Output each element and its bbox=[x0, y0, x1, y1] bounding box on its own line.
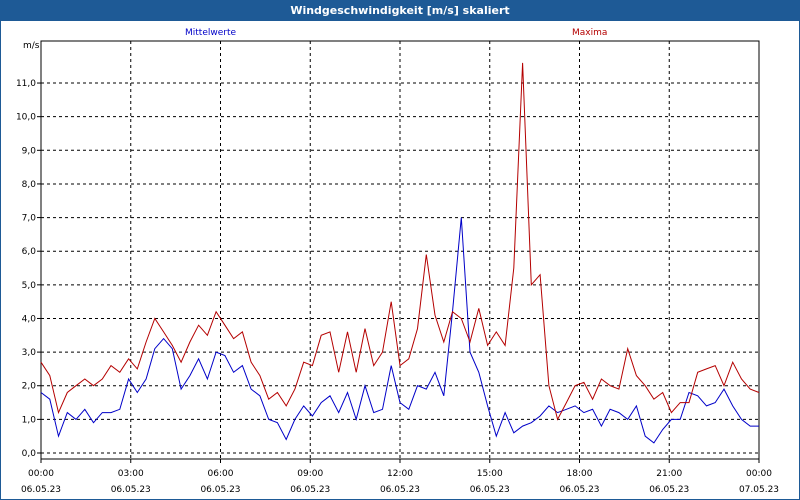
wind-speed-chart: 0,0 1,0 2,0 3,0 4,0 5,0 6,0 7,0 8,0 9,0 10,0 11,0 0… bbox=[16, 28, 779, 495]
y-tick-label: 8,0 bbox=[22, 180, 37, 190]
y-tick-label: 3,0 bbox=[22, 348, 37, 358]
x-tick-date: 07.05.23 bbox=[739, 485, 779, 495]
y-tick-label: 0,0 bbox=[22, 449, 37, 459]
chart-title: Windgeschwindigkeit [m/s] skaliert bbox=[1, 1, 799, 21]
x-tick-time: 21:00 bbox=[656, 469, 682, 479]
x-tick-time: 12:00 bbox=[387, 469, 413, 479]
x-tick-time: 09:00 bbox=[297, 469, 323, 479]
x-tick-date: 06.05.23 bbox=[559, 485, 599, 495]
x-tick-date: 06.05.23 bbox=[200, 485, 240, 495]
y-tick-label: 4,0 bbox=[22, 314, 37, 324]
legend-maxima: Maxima bbox=[572, 28, 607, 38]
x-tick-time: 00:00 bbox=[28, 469, 54, 479]
x-tick-date: 06.05.23 bbox=[380, 485, 420, 495]
grid-lines bbox=[41, 41, 759, 459]
y-tick-label: 10,0 bbox=[16, 113, 36, 123]
x-tick-time: 15:00 bbox=[477, 469, 503, 479]
x-tick-time: 00:00 bbox=[746, 469, 772, 479]
series-line-mittelwerte bbox=[40, 217, 759, 444]
x-tick-date: 06.05.23 bbox=[111, 485, 151, 495]
y-axis-ticks: 0,0 1,0 2,0 3,0 4,0 5,0 6,0 7,0 8,0 9,0 10,0 11,0 bbox=[16, 79, 41, 459]
y-tick-label: 7,0 bbox=[22, 214, 37, 224]
series-line-maxima bbox=[40, 62, 760, 421]
y-tick-label: 11,0 bbox=[16, 79, 36, 89]
x-tick-date: 06.05.23 bbox=[470, 485, 510, 495]
x-tick-date: 06.05.23 bbox=[290, 485, 330, 495]
x-tick-date: 06.05.23 bbox=[21, 485, 61, 495]
x-tick-date: 06.05.23 bbox=[649, 485, 689, 495]
series-lines bbox=[40, 62, 760, 444]
legend-mittelwerte: Mittelwerte bbox=[185, 28, 236, 38]
y-tick-label: 2,0 bbox=[22, 382, 37, 392]
x-axis-ticks: 00:00 06.05.23 03:00 06.05.23 06:00 06.05.23 0… bbox=[21, 459, 779, 495]
y-tick-label: 5,0 bbox=[22, 281, 37, 291]
y-tick-label: 1,0 bbox=[22, 415, 37, 425]
x-tick-time: 18:00 bbox=[567, 469, 593, 479]
x-tick-time: 06:00 bbox=[208, 469, 234, 479]
y-axis-label: m/s bbox=[23, 41, 40, 51]
x-tick-time: 03:00 bbox=[118, 469, 144, 479]
y-tick-label: 6,0 bbox=[22, 247, 37, 257]
y-tick-label: 9,0 bbox=[22, 146, 37, 156]
